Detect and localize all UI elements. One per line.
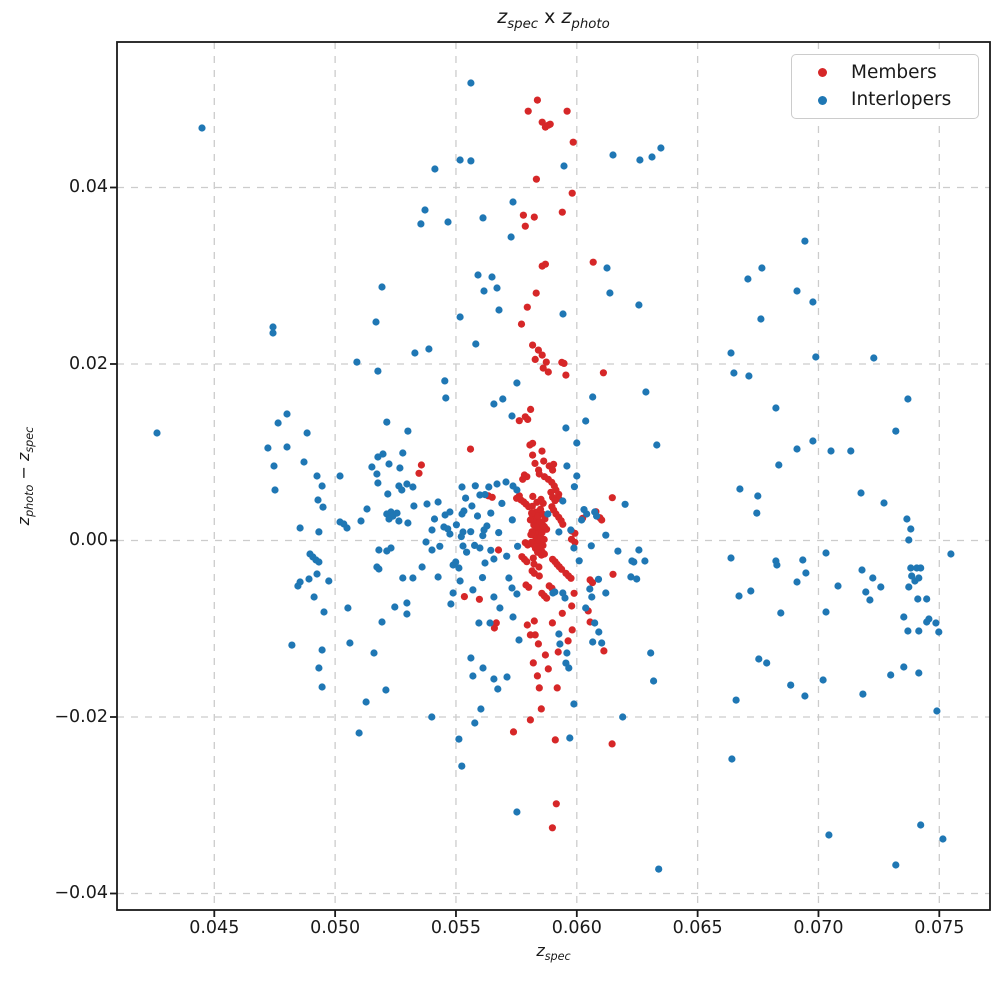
y-axis-label: zphoto − zspec: [14, 427, 36, 526]
x-axis-label-var: z: [536, 941, 545, 960]
title-sub-spec: spec: [507, 16, 539, 32]
x-tick-label: 0.050: [310, 918, 361, 938]
interlopers-marker-icon: [818, 95, 827, 105]
y-axis-label-sub1: photo: [23, 484, 37, 517]
y-axis-label-sub2: spec: [23, 426, 37, 453]
data-points-interlopers: [153, 79, 955, 873]
y-axis-label-var2: z: [13, 452, 33, 462]
x-tick-label: 0.060: [551, 918, 602, 938]
y-tick-label: −0.04: [54, 883, 108, 904]
y-tick-label: 0.04: [69, 177, 108, 198]
x-axis-label: zspec: [117, 941, 990, 963]
x-tick-label: 0.065: [672, 918, 723, 938]
data-points-members: [415, 96, 617, 832]
x-tick-label: 0.075: [914, 918, 965, 938]
title-separator: x: [538, 6, 562, 28]
title-sub-photo: photo: [571, 16, 610, 32]
axes-frame: [110, 41, 991, 917]
members-marker-icon: [818, 68, 827, 78]
y-axis-label-var1: z: [13, 516, 33, 526]
title-var-zphoto: z: [561, 6, 572, 28]
y-tick-label: 0.02: [69, 353, 108, 374]
y-axis-label-minus: −: [13, 461, 33, 485]
legend-item-interlopers: Interlopers: [792, 88, 978, 110]
x-tick-label: 0.045: [189, 918, 240, 938]
gridlines: [117, 42, 990, 910]
x-tick-label: 0.055: [430, 918, 482, 938]
y-tick-label: 0.00: [69, 530, 108, 551]
x-tick-label: 0.070: [793, 918, 844, 938]
y-tick-label: −0.02: [54, 706, 108, 727]
legend-label-members: Members: [851, 61, 937, 83]
chart-title: zspec x zphoto: [117, 6, 990, 32]
x-axis-label-sub: spec: [544, 950, 571, 964]
legend-label-interlopers: Interlopers: [851, 88, 952, 110]
legend: Members Interlopers: [791, 54, 979, 119]
legend-item-members: Members: [792, 61, 978, 83]
title-var-zspec: z: [497, 6, 508, 28]
